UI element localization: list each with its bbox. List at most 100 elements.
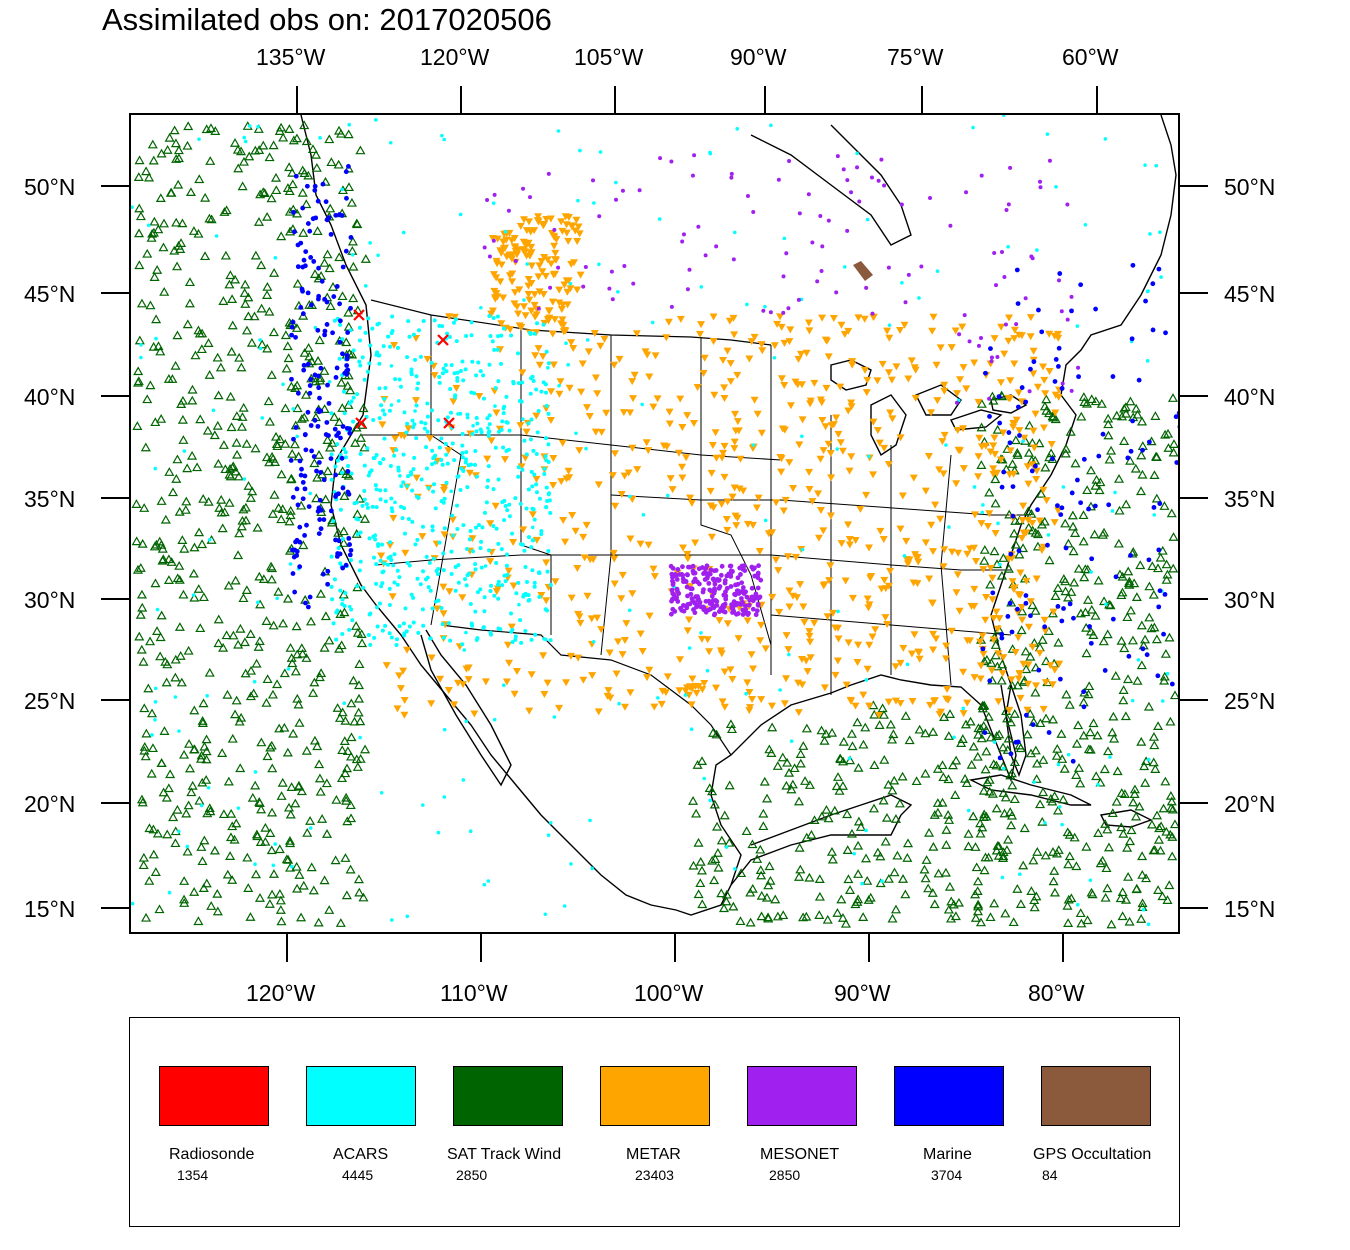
acars-marker — [421, 623, 426, 628]
metar-marker — [823, 613, 832, 621]
acars-marker — [444, 480, 449, 485]
acars-marker — [392, 580, 397, 585]
sat-wind-marker — [736, 868, 747, 878]
sat-wind-marker — [1078, 510, 1089, 520]
sat-wind-marker — [150, 867, 161, 876]
metar-marker — [936, 344, 945, 352]
metar-marker — [805, 628, 814, 636]
acars-marker — [491, 487, 496, 492]
sat-wind-marker — [1027, 600, 1038, 610]
acars-marker — [1000, 875, 1005, 880]
sat-wind-marker — [1058, 794, 1069, 804]
sat-wind-marker — [1078, 730, 1089, 740]
metar-marker — [831, 671, 840, 679]
acars-marker — [428, 636, 433, 641]
acars-marker — [552, 715, 557, 719]
metar-marker — [896, 434, 905, 442]
sat-wind-marker — [781, 780, 792, 790]
marine-marker — [328, 456, 334, 462]
sat-wind-marker — [138, 852, 149, 862]
metar-marker — [808, 498, 817, 506]
acars-marker — [532, 517, 537, 522]
sat-wind-marker — [288, 728, 299, 738]
acars-marker — [516, 580, 521, 585]
sat-wind-marker — [225, 471, 236, 481]
sat-wind-marker — [170, 138, 181, 148]
acars-marker — [487, 548, 492, 553]
sat-wind-marker — [928, 727, 939, 736]
sat-wind-marker — [197, 539, 208, 549]
sat-wind-marker — [188, 226, 199, 235]
sat-wind-marker — [314, 672, 325, 682]
acars-marker — [479, 565, 484, 570]
mesonet-marker — [729, 175, 734, 180]
sat-wind-marker — [236, 362, 247, 372]
metar-marker — [475, 393, 484, 401]
metar-marker — [575, 447, 584, 455]
sat-wind-marker — [973, 876, 984, 886]
metar-marker — [564, 467, 573, 475]
marine-marker — [1089, 556, 1095, 562]
sat-wind-marker — [157, 543, 168, 553]
metar-marker — [493, 235, 502, 243]
lat-label-left: 20°N — [24, 791, 76, 817]
map-panel[interactable] — [129, 113, 1180, 934]
sat-wind-marker — [185, 187, 196, 197]
acars-marker — [499, 361, 504, 366]
sat-wind-marker — [874, 720, 885, 729]
sat-wind-marker — [1136, 450, 1147, 460]
sat-wind-marker — [1123, 578, 1134, 588]
metar-marker — [1016, 694, 1025, 702]
acars-marker — [778, 688, 782, 692]
marine-marker — [319, 278, 325, 284]
mesonet-marker — [716, 609, 722, 614]
sat-wind-marker — [196, 750, 207, 760]
acars-marker — [452, 458, 457, 463]
acars-marker — [474, 429, 479, 434]
sat-wind-marker — [159, 286, 170, 296]
sat-wind-marker — [1026, 886, 1037, 895]
metar-marker — [874, 711, 883, 719]
sat-wind-marker — [359, 514, 370, 523]
metar-marker — [450, 313, 459, 321]
metar-marker — [537, 258, 546, 266]
acars-marker — [1083, 222, 1088, 227]
metar-marker — [491, 294, 500, 302]
mesonet-marker — [610, 297, 615, 302]
acars-marker — [456, 474, 461, 479]
acars-marker — [464, 457, 469, 462]
metar-marker — [851, 702, 860, 710]
acars-marker — [650, 320, 655, 325]
metar-marker — [712, 684, 721, 692]
acars-marker — [290, 864, 294, 869]
metar-marker — [1019, 502, 1028, 510]
marine-marker — [1023, 600, 1029, 606]
sat-wind-marker — [142, 248, 153, 258]
metar-marker — [1035, 517, 1044, 525]
metar-marker — [675, 656, 684, 664]
acars-marker — [518, 501, 523, 506]
sat-wind-marker — [984, 487, 995, 497]
marine-marker — [314, 468, 319, 474]
sat-wind-marker — [256, 303, 267, 313]
marine-marker — [295, 502, 301, 508]
sat-wind-marker — [1021, 664, 1032, 674]
metar-marker — [761, 645, 770, 653]
sat-wind-marker — [1159, 675, 1170, 685]
metar-marker — [559, 517, 568, 525]
metar-marker — [972, 558, 981, 566]
acars-marker — [1130, 698, 1135, 703]
metar-marker — [542, 597, 551, 605]
sat-wind-marker — [1149, 844, 1160, 854]
acars-marker — [358, 735, 362, 740]
sat-wind-marker — [254, 571, 265, 581]
sat-wind-marker — [1140, 634, 1151, 644]
acars-marker — [407, 624, 412, 629]
sat-wind-marker — [152, 265, 163, 274]
sat-wind-marker — [941, 840, 952, 849]
mesonet-marker — [841, 167, 846, 172]
acars-marker — [397, 575, 402, 580]
marine-marker — [1029, 468, 1035, 474]
acars-marker — [370, 326, 375, 331]
acars-marker — [380, 628, 385, 633]
